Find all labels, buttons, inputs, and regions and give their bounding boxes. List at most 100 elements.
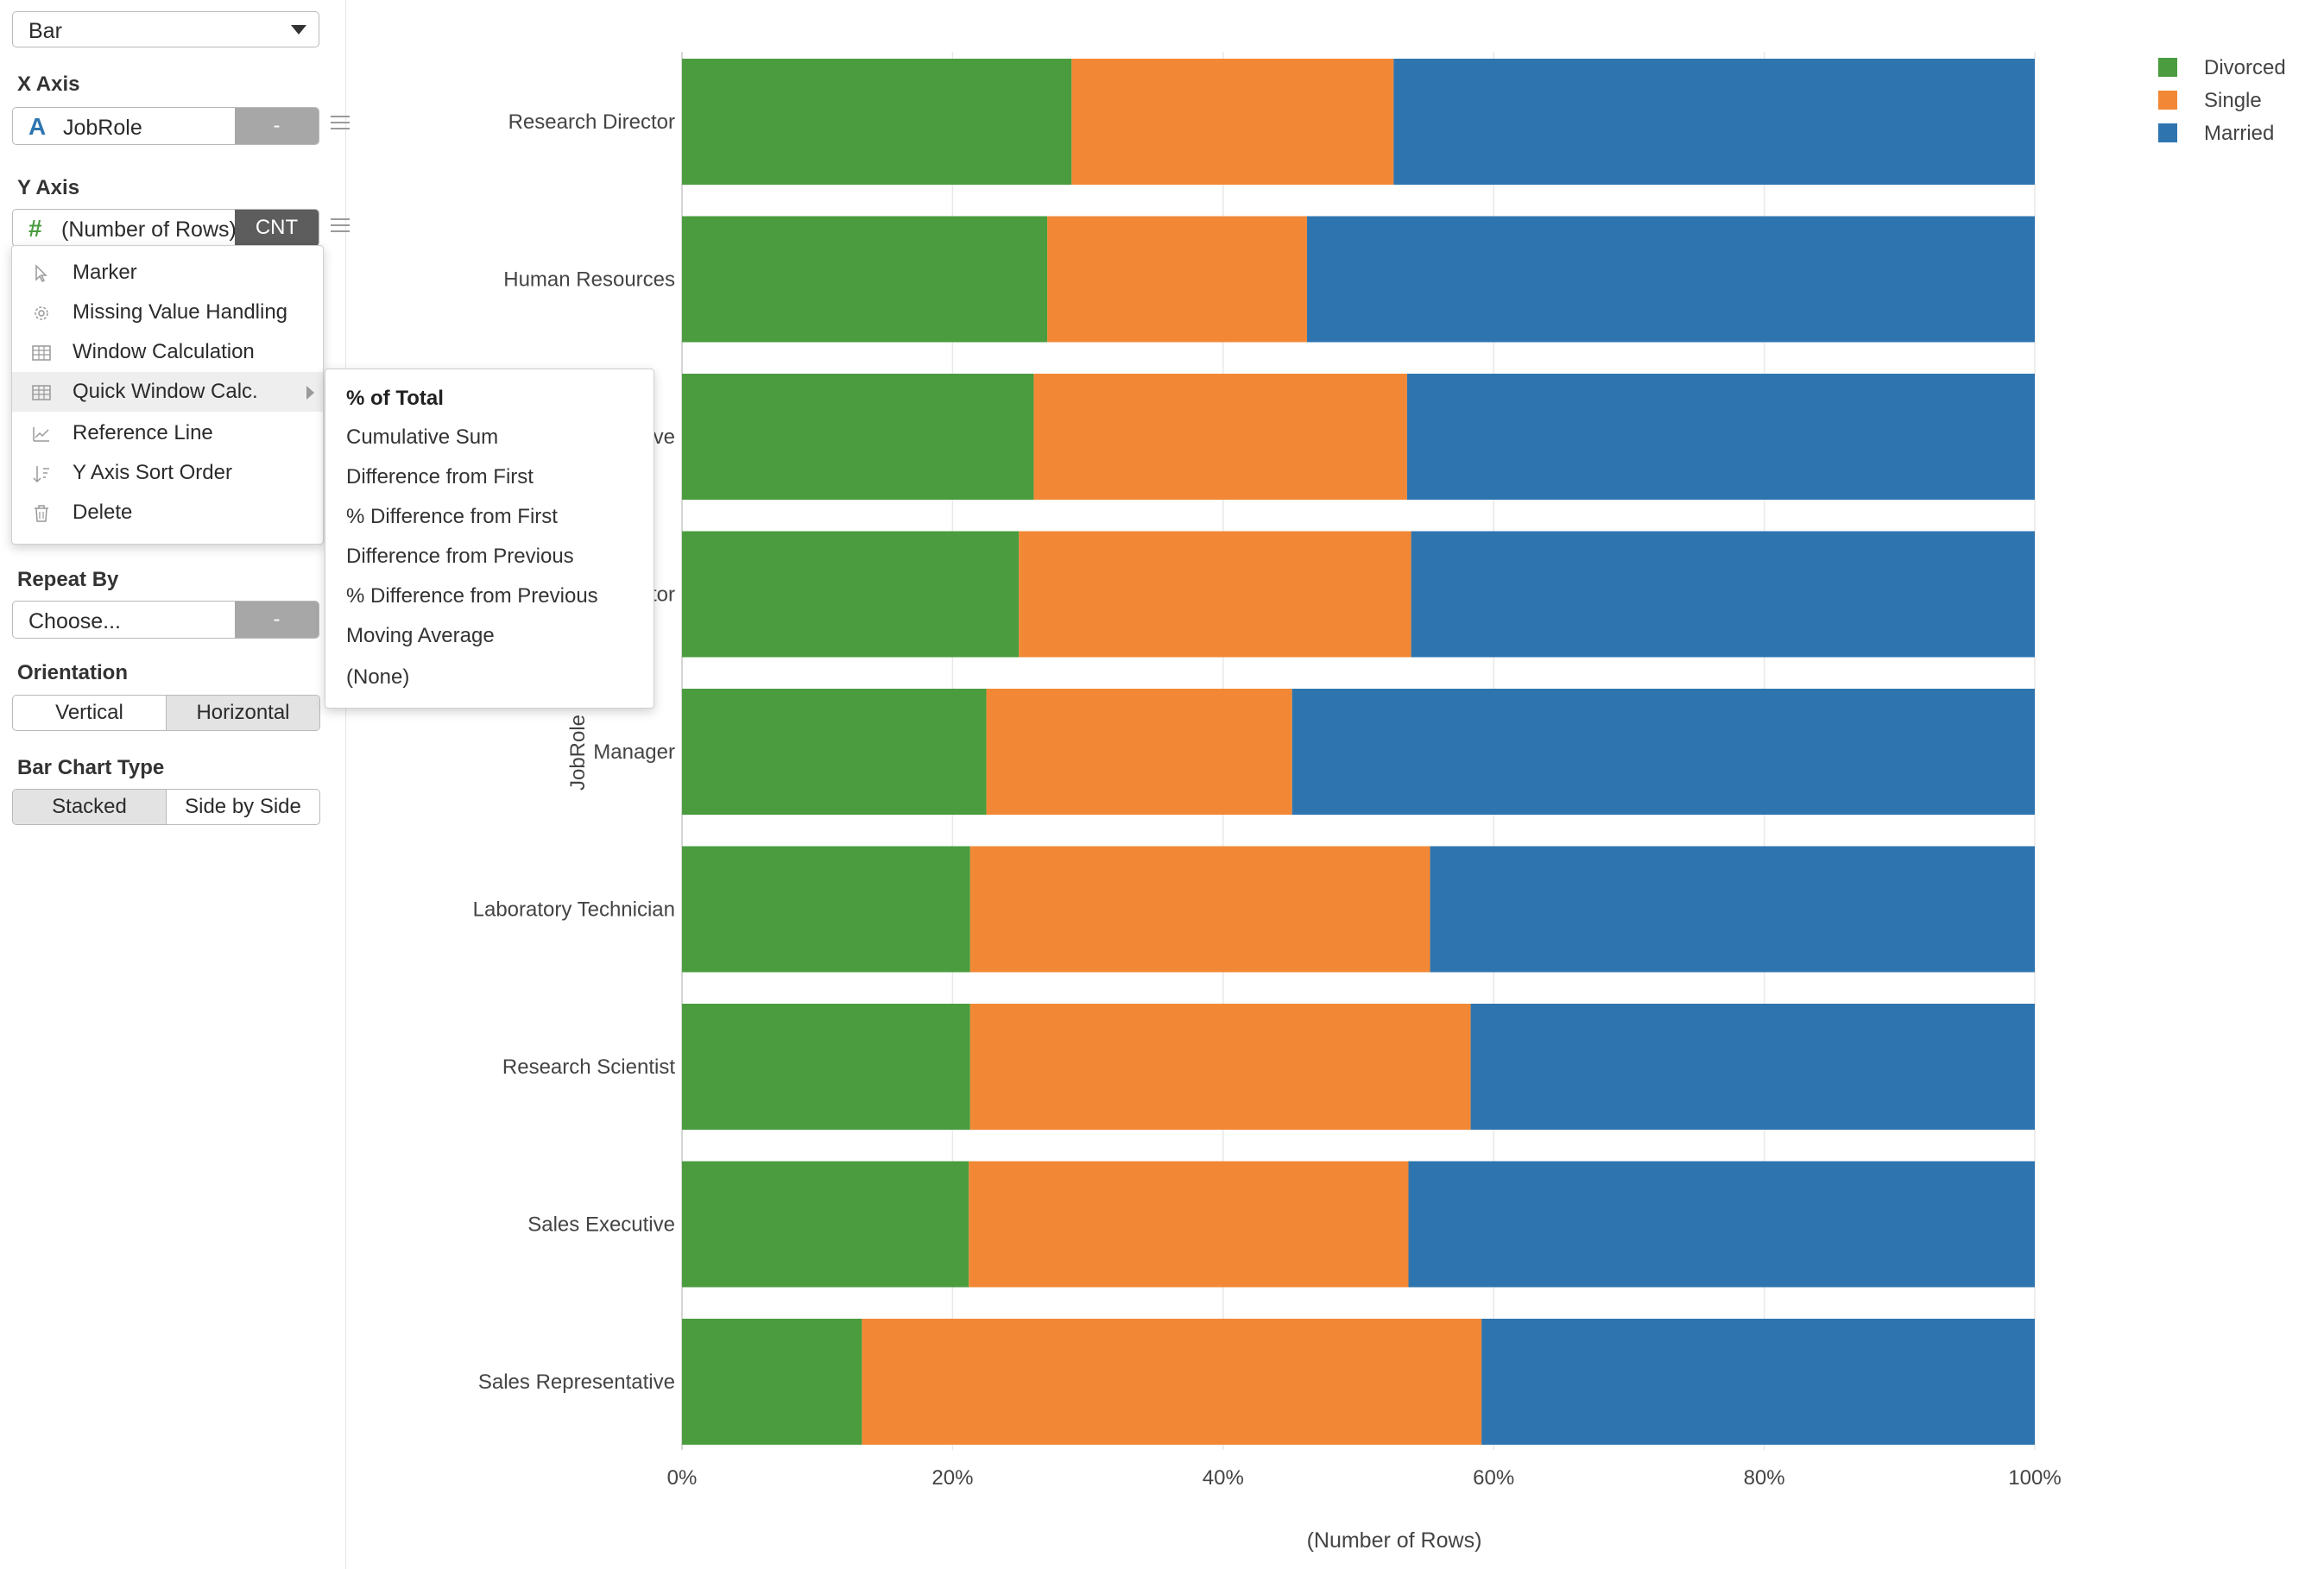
bar-chart-type-toggle[interactable]: Stacked Side by Side (12, 789, 320, 825)
bar-segment-divorced[interactable] (682, 689, 987, 815)
bar-segment-married[interactable] (1470, 1004, 2035, 1130)
bar-segment-single[interactable] (986, 689, 1292, 815)
menu-item-quick-window-calc[interactable]: Quick Window Calc. (12, 372, 323, 412)
y-tick-label: Human Resources (503, 268, 675, 292)
x-tick-label: 20% (931, 1466, 973, 1490)
quick-window-calc-submenu: % of Total Cumulative Sum Difference fro… (325, 369, 654, 709)
y-axis-label: Y Axis (17, 176, 80, 199)
chevron-right-icon (306, 386, 314, 400)
bar-segment-single[interactable] (969, 1004, 1471, 1130)
bar-segment-divorced[interactable] (682, 59, 1072, 185)
submenu-item-moving-average[interactable]: Moving Average (346, 624, 495, 647)
repeat-by-field[interactable]: Choose... - (12, 601, 319, 639)
x-axis-remove-button[interactable]: - (235, 108, 319, 144)
bar-segment-divorced[interactable] (682, 846, 970, 973)
x-tick-label: 60% (1473, 1466, 1514, 1490)
y-tick-label: Research Director (508, 110, 675, 134)
y-axis-context-menu: Marker Missing Value Handling Window Cal… (11, 245, 324, 545)
bar-segment-single[interactable] (1071, 59, 1394, 185)
menu-item-marker[interactable]: Marker (12, 253, 323, 293)
y-axis-aggregation-button[interactable]: CNT (235, 210, 319, 246)
x-tick-label: 100% (2008, 1466, 2061, 1490)
bar-segment-single[interactable] (969, 1161, 1409, 1288)
bar-segment-divorced[interactable] (682, 531, 1020, 658)
submenu-item-percent-of-total[interactable]: % of Total (346, 387, 444, 410)
repeat-by-remove-button[interactable]: - (235, 602, 319, 638)
y-axis-menu-icon[interactable] (331, 218, 350, 232)
bar-segment-single[interactable] (1033, 374, 1407, 500)
bar-segment-divorced[interactable] (682, 1161, 969, 1288)
menu-item-reference-line[interactable]: Reference Line (12, 413, 323, 453)
bar-segment-single[interactable] (862, 1319, 1482, 1445)
legend: Divorced Single Married (2158, 56, 2286, 145)
bar-segment-divorced[interactable] (682, 1319, 862, 1445)
bar-segment-married[interactable] (1411, 531, 2035, 658)
x-tick-label: 0% (667, 1466, 698, 1490)
sort-icon (33, 466, 49, 483)
chart-type-select[interactable]: Bar (12, 11, 319, 47)
x-tick-label: 80% (1744, 1466, 1785, 1490)
bar-segment-married[interactable] (1306, 216, 2035, 343)
submenu-item-difference-from-previous[interactable]: Difference from Previous (346, 545, 574, 568)
y-axis-title: JobRole (566, 715, 590, 791)
bar-segment-married[interactable] (1430, 846, 2035, 973)
bar-segment-married[interactable] (1291, 689, 2035, 815)
cursor-icon (35, 264, 47, 283)
menu-item-missing-value-handling[interactable]: Missing Value Handling (12, 293, 323, 332)
legend-label: Divorced (2204, 56, 2286, 79)
repeat-by-label: Repeat By (17, 568, 119, 591)
bar-segment-single[interactable] (969, 846, 1430, 973)
x-axis-label: X Axis (17, 72, 80, 96)
bar-segment-single[interactable] (1047, 216, 1307, 343)
submenu-item-percent-difference-from-previous[interactable]: % Difference from Previous (346, 584, 598, 608)
legend-label: Single (2204, 89, 2262, 112)
y-axis-field[interactable]: # (Number of Rows) CNT (12, 209, 319, 247)
bar-chart-type-label: Bar Chart Type (17, 756, 165, 779)
y-tick-label: Research Scientist (502, 1055, 675, 1079)
bar-segment-married[interactable] (1481, 1319, 2035, 1445)
y-tick-label: Sales Representative (478, 1371, 675, 1394)
bar-segment-married[interactable] (1406, 374, 2035, 500)
bar-segment-divorced[interactable] (682, 1004, 970, 1130)
chevron-down-icon (291, 25, 306, 35)
menu-item-y-axis-sort-order[interactable]: Y Axis Sort Order (12, 453, 323, 493)
orientation-label: Orientation (17, 661, 129, 684)
menu-item-label: Quick Window Calc. (73, 380, 258, 403)
x-axis-menu-icon[interactable] (331, 116, 350, 129)
menu-item-label: Delete (73, 501, 133, 524)
orientation-horizontal-button[interactable]: Horizontal (166, 696, 319, 730)
legend-swatch (2158, 91, 2177, 110)
table-icon (32, 345, 51, 361)
bar-segment-divorced[interactable] (682, 374, 1034, 500)
stacked-button[interactable]: Stacked (13, 790, 166, 824)
bar-segment-married[interactable] (1408, 1161, 2035, 1288)
y-axis-field-name: (Number of Rows) (61, 217, 237, 242)
submenu-item-percent-difference-from-first[interactable]: % Difference from First (346, 505, 558, 528)
side-by-side-button[interactable]: Side by Side (166, 790, 319, 824)
text-type-icon: A (28, 113, 47, 140)
number-type-icon: # (28, 215, 42, 242)
orientation-vertical-button[interactable]: Vertical (55, 701, 123, 724)
menu-item-label: Y Axis Sort Order (73, 461, 232, 484)
x-axis-field-name: JobRole (63, 116, 142, 140)
x-axis-field[interactable]: A JobRole - (12, 107, 319, 145)
legend-label: Married (2204, 122, 2274, 145)
submenu-item-none[interactable]: (None) (346, 665, 410, 689)
menu-item-window-calculation[interactable]: Window Calculation (12, 332, 323, 372)
bar-segment-married[interactable] (1393, 59, 2035, 185)
submenu-item-difference-from-first[interactable]: Difference from First (346, 465, 534, 488)
bar-segment-divorced[interactable] (682, 216, 1048, 343)
submenu-item-cumulative-sum[interactable]: Cumulative Sum (346, 425, 499, 449)
y-tick-label: ve (654, 425, 675, 449)
gear-icon (35, 306, 48, 320)
legend-swatch (2158, 123, 2177, 142)
repeat-by-placeholder: Choose... (28, 609, 122, 633)
chart-type-value: Bar (28, 19, 62, 43)
legend-swatch (2158, 58, 2177, 77)
orientation-toggle[interactable]: Vertical Horizontal (12, 695, 320, 731)
bar-segment-single[interactable] (1019, 531, 1411, 658)
x-tick-label: 40% (1203, 1466, 1244, 1490)
menu-item-delete[interactable]: Delete (12, 493, 323, 532)
y-tick-label: Sales Executive (527, 1213, 675, 1237)
